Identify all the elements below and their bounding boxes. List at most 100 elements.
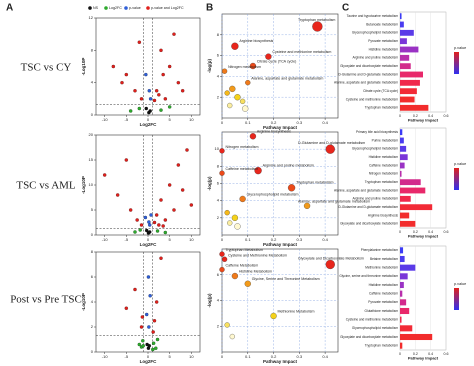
x-tick-label: 0	[221, 354, 224, 359]
category-label: Betaine metabolism	[370, 257, 398, 261]
point	[152, 319, 157, 323]
point	[144, 72, 148, 77]
y-tick-label: 20	[89, 132, 94, 137]
point	[128, 208, 133, 212]
category-label: D-Glutamine and D-glutamate metabolism	[338, 205, 398, 209]
y-tick-label: 12	[89, 15, 94, 20]
bubble-label: Nitrogen metabolism	[226, 145, 259, 149]
bubble	[245, 79, 251, 86]
bar	[400, 195, 411, 202]
bubble-label: Arginine and proline metabolism	[263, 164, 314, 168]
bar	[400, 212, 410, 219]
bar	[400, 247, 404, 254]
y-tick-label: 8	[217, 163, 220, 168]
category-label: Caffeine metabolism	[369, 163, 398, 167]
bubble	[231, 214, 239, 221]
bubble	[234, 94, 241, 101]
bubble	[325, 144, 335, 154]
bubble-label: Alanine, aspartate and glutamate metabol…	[298, 199, 370, 203]
x-tick-label: 0	[147, 354, 150, 359]
x-tick-label: -10	[102, 354, 109, 359]
x-axis-label: Pathway Impact	[408, 356, 439, 361]
bar	[400, 46, 419, 53]
bubble	[287, 184, 296, 192]
x-tick-label: 0.2	[271, 354, 277, 359]
point	[137, 106, 142, 111]
bubble	[219, 266, 225, 273]
category-label: Alanine, aspartate and glutamate metabol…	[334, 81, 398, 85]
y-axis-label: -Log10P	[81, 58, 86, 76]
bar	[400, 290, 403, 297]
bubble-label: Alanine, aspartate and glutamate metabol…	[251, 77, 323, 81]
bar	[400, 264, 416, 271]
category-label: Tryptophan metabolism	[365, 344, 399, 348]
y-tick-label: 8	[91, 47, 94, 52]
x-tick-label: 0.4	[428, 352, 433, 356]
category-label: Primary bile acid biosynthesis	[356, 130, 398, 134]
x-tick-label: 0	[221, 120, 224, 125]
x-tick-label: 10	[189, 354, 194, 359]
x-tick-label: 0.4	[428, 114, 433, 118]
category-label: Butanoate metabolism	[366, 22, 398, 26]
bubble-label: Glycerophospholipid metabolism	[247, 192, 299, 196]
bubble-label: Methionine Metabolism	[278, 309, 315, 313]
x-axis-label: Log2FC	[140, 242, 157, 247]
point	[143, 215, 148, 220]
category-label: Arginine and proline metabolism	[352, 197, 398, 201]
x-tick-label: 0.1	[245, 354, 251, 359]
plot-frame	[95, 134, 201, 236]
category-label: Cysteine and methionine metabolism	[346, 97, 399, 101]
point	[154, 346, 158, 350]
x-tick-label: 0.4	[428, 230, 433, 234]
y-tick-label: 8	[217, 32, 220, 37]
point	[154, 213, 159, 217]
point	[148, 97, 153, 101]
point	[149, 213, 153, 217]
category-label: Glycerophospholipid metabolism	[352, 326, 398, 330]
category-label: Histidine metabolism	[369, 155, 399, 159]
x-tick-label: 5	[169, 354, 172, 359]
legend-swatch	[146, 6, 150, 10]
point	[159, 198, 163, 202]
x-tick-label: 10	[189, 117, 194, 122]
panel-label: A	[6, 3, 13, 14]
category-label: Cysteine and methionine metabolism	[346, 318, 399, 322]
bar	[400, 154, 408, 161]
y-tick-label: 2	[217, 323, 220, 328]
bar	[400, 63, 411, 70]
point	[140, 315, 145, 319]
bar	[400, 13, 402, 20]
category-label: Caffeine metabolism	[369, 292, 398, 296]
category-label: Citrate cycle (TCA cycle)	[363, 89, 398, 93]
point	[148, 109, 152, 113]
point	[148, 230, 152, 234]
point	[172, 32, 176, 36]
point	[167, 105, 172, 109]
point	[159, 256, 163, 260]
row-label: Post vs Pre TSC	[10, 294, 82, 306]
y-tick-label: 10	[215, 146, 220, 151]
point	[167, 64, 172, 69]
point	[133, 230, 137, 234]
bubble	[224, 322, 230, 328]
bubble-label: Citrate cycle (TCA cycle)	[257, 59, 296, 63]
point	[144, 312, 149, 317]
point	[154, 89, 159, 93]
point	[124, 306, 129, 310]
point	[189, 203, 194, 207]
bubble-label: Tryptophan metabolism	[296, 181, 333, 185]
x-tick-label: 0.3	[297, 237, 303, 242]
bubble	[244, 280, 251, 287]
x-tick-label: 0.1	[245, 120, 251, 125]
category-label: Glyoxylate and dicarboxylate metabolism	[340, 64, 398, 68]
x-tick-label: 0	[147, 117, 150, 122]
x-tick-label: -10	[102, 117, 109, 122]
point	[124, 158, 129, 162]
y-tick-label: 2	[91, 324, 94, 329]
bubble-label: Tryptophan Metabolism	[226, 248, 263, 252]
x-tick-label: 0.4	[322, 120, 328, 125]
point	[159, 108, 163, 112]
bar	[400, 342, 403, 349]
bubble	[254, 166, 262, 175]
x-tick-label: 0	[399, 352, 401, 356]
